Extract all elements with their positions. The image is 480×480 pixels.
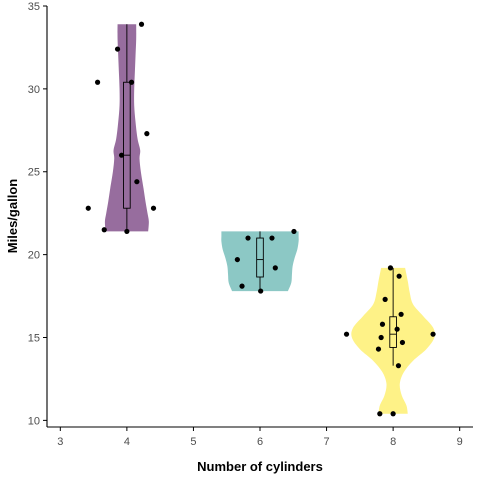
data-point: [269, 235, 275, 241]
data-point: [272, 265, 278, 271]
data-point: [245, 235, 251, 241]
data-point: [234, 256, 240, 263]
data-point: [343, 331, 350, 337]
x-tick-label: 7: [324, 436, 330, 448]
data-point: [382, 296, 388, 302]
data-point: [124, 228, 130, 235]
violin-6-cyl: [221, 231, 299, 292]
y-tick-label: 15: [28, 332, 40, 344]
y-tick-label: 25: [28, 167, 40, 179]
violin-8-cyl: [351, 267, 435, 414]
x-tick-label: 5: [190, 436, 196, 448]
x-tick-label: 3: [57, 436, 63, 448]
data-point: [390, 411, 396, 417]
data-point: [291, 228, 297, 235]
data-point: [378, 334, 384, 341]
data-point: [118, 152, 125, 158]
y-axis-ticks: 10 15 20 25 30 35: [28, 1, 47, 427]
x-tick-label: 6: [257, 436, 263, 448]
data-point: [150, 205, 157, 211]
x-axis-ticks: 3 4 5 6 7 8 9: [57, 427, 463, 448]
data-point: [101, 227, 107, 233]
data-point: [395, 363, 402, 369]
data-point: [394, 326, 400, 332]
data-point: [430, 331, 436, 337]
data-point: [114, 46, 121, 52]
x-tick-label: 9: [457, 436, 463, 448]
data-point: [399, 339, 406, 346]
y-tick-label: 10: [28, 415, 40, 427]
x-tick-label: 8: [390, 436, 396, 448]
data-point: [387, 265, 394, 271]
point-layer: [85, 21, 436, 417]
data-point: [144, 131, 150, 137]
violin-layer: [104, 24, 435, 414]
x-axis-title: Number of cylinders: [197, 459, 323, 474]
data-point: [128, 79, 135, 85]
data-point: [379, 321, 386, 327]
data-point: [377, 411, 383, 417]
data-point: [94, 79, 101, 85]
box-iqr: [256, 237, 264, 278]
data-point: [85, 205, 91, 211]
y-tick-label: 20: [28, 250, 40, 262]
data-point: [398, 311, 404, 317]
box-iqr: [123, 81, 131, 209]
data-point: [134, 179, 140, 185]
data-point: [258, 288, 264, 294]
box-iqr: [389, 316, 397, 348]
data-point: [396, 273, 402, 279]
x-tick-label: 4: [124, 436, 130, 448]
data-point: [138, 21, 145, 27]
data-point: [375, 346, 382, 352]
data-point: [239, 283, 245, 289]
y-axis-title: Miles/gallon: [5, 179, 20, 253]
y-tick-label: 35: [28, 1, 40, 13]
y-tick-label: 30: [28, 84, 40, 96]
boxplot-layer: [123, 24, 397, 366]
